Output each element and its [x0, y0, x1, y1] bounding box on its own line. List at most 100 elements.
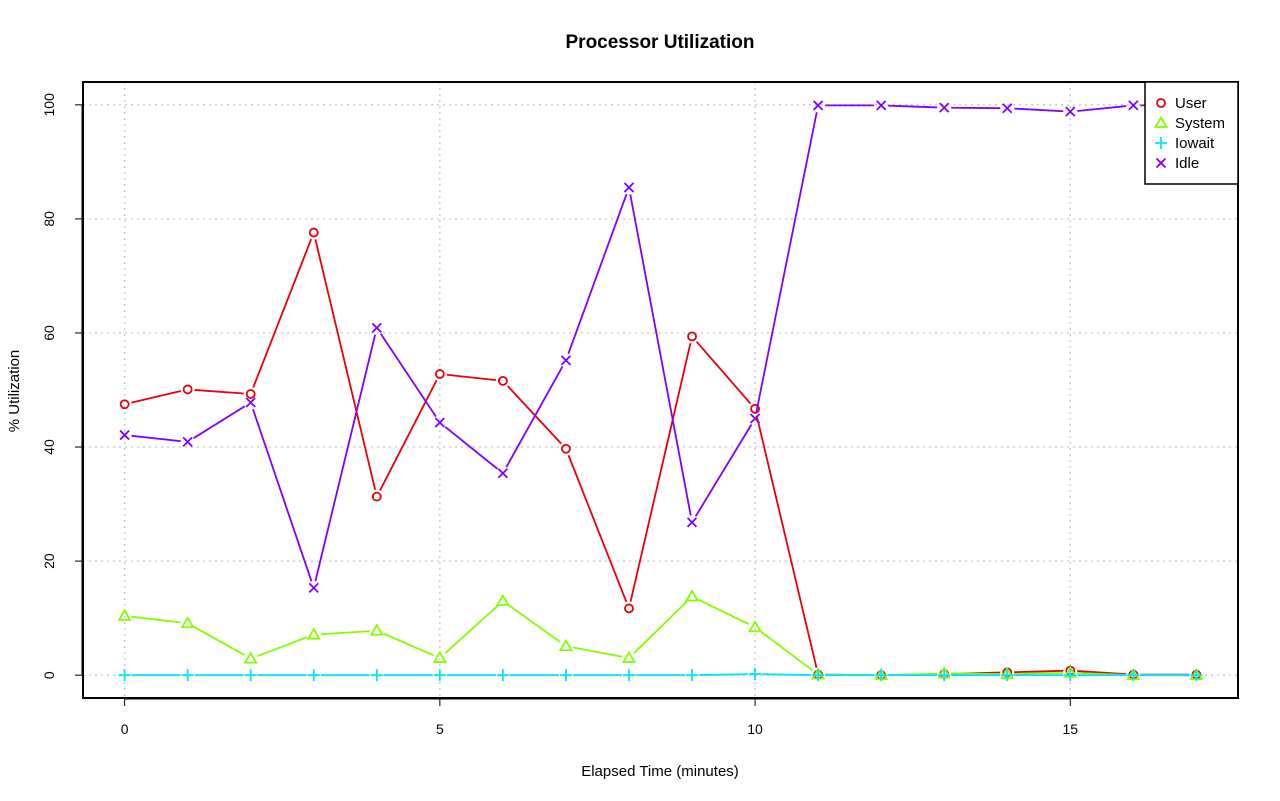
series-idle-point-9 [686, 517, 698, 528]
series-idle-point-8 [623, 182, 635, 193]
series-iowait-point-15 [1064, 669, 1077, 682]
series-idle-point-13 [939, 102, 950, 113]
series-system-point-1 [180, 615, 195, 629]
series-layer [117, 100, 1204, 682]
x-tick-label-15: 15 [1063, 721, 1079, 737]
series-system-point-4 [369, 623, 384, 636]
series-user-point-8 [624, 603, 634, 614]
series-user-segment [1077, 670, 1127, 676]
series-iowait-point-5 [433, 669, 446, 682]
series-user-point-9 [687, 331, 697, 342]
series-iowait-point-13 [938, 669, 951, 682]
series-idle [119, 100, 1202, 594]
series-user-segment [567, 454, 628, 603]
series-idle-point-15 [1065, 106, 1076, 117]
series-iowait-point-9 [686, 669, 699, 682]
legend-marker-user [1156, 98, 1166, 108]
series-user-point-4 [371, 491, 382, 502]
x-axis-label: Elapsed Time (minutes) [581, 763, 739, 780]
series-idle-segment [629, 194, 692, 516]
y-tick-label-60: 60 [41, 325, 57, 341]
series-user-point-10 [750, 403, 760, 414]
series-user-point-0 [119, 399, 130, 410]
series-idle-segment [1014, 107, 1064, 113]
series-system-point-8 [621, 650, 637, 663]
series-iowait-point-0 [118, 669, 131, 682]
series-idle-point-2 [245, 397, 256, 408]
series-idle-segment [444, 426, 498, 470]
series-system-segment [572, 646, 623, 658]
series-system-point-7 [558, 638, 573, 651]
legend-marker-idle [1155, 157, 1167, 169]
y-tick-label-40: 40 [41, 439, 57, 455]
series-system-point-9 [684, 589, 700, 602]
series-system-segment [193, 625, 246, 657]
grid-lines [83, 82, 1238, 698]
series-system-point-10 [748, 619, 763, 633]
series-user [119, 227, 1202, 681]
series-user-segment [131, 390, 182, 404]
series-idle-point-7 [560, 355, 572, 366]
series-system-segment [320, 630, 370, 636]
series-idle-point-16 [1128, 100, 1139, 111]
series-system [117, 589, 1204, 681]
series-system-point-2 [243, 651, 258, 664]
series-iowait-point-12 [875, 669, 888, 682]
series-iowait-segment [762, 673, 812, 676]
legend-label-idle: Idle [1175, 155, 1199, 172]
series-system-segment [1014, 672, 1064, 675]
series-idle-point-4 [371, 322, 382, 333]
series-user-segment [1014, 669, 1064, 674]
series-user-point-5 [434, 369, 445, 379]
series-user-segment [379, 379, 438, 491]
series-system-segment [697, 598, 750, 626]
series-iowait [118, 668, 1203, 682]
series-user-segment [755, 415, 818, 669]
series-system-point-6 [495, 593, 510, 606]
series-user-segment [194, 389, 244, 395]
series-iowait-point-1 [181, 669, 194, 682]
y-tick-label-20: 20 [41, 553, 57, 569]
series-idle-segment [314, 334, 377, 582]
y-tick-label-100: 100 [41, 93, 57, 117]
series-idle-point-1 [182, 436, 193, 448]
y-tick-label-80: 80 [41, 211, 57, 227]
series-iowait-point-11 [812, 669, 825, 682]
series-system-segment [444, 605, 499, 655]
series-idle-segment [505, 366, 564, 468]
legend-marker-iowait [1155, 137, 1167, 149]
series-user-segment [252, 238, 313, 388]
axes: 0 5 10 15 0 20 40 60 80 100 [41, 93, 1078, 737]
plot-frame [82, 81, 1239, 699]
series-iowait-point-7 [559, 669, 572, 682]
series-user-point-1 [182, 384, 193, 395]
series-user-segment [506, 385, 562, 445]
legend: User System Iowait Idle [1144, 81, 1239, 185]
series-user-point-6 [497, 375, 508, 386]
series-user-point-3 [308, 227, 319, 238]
series-system-segment [382, 632, 434, 657]
series-user-segment [314, 239, 377, 491]
series-iowait-point-10 [749, 668, 762, 681]
series-idle-segment [1077, 105, 1127, 112]
series-idle-segment [567, 193, 628, 355]
legend-label-user: User [1175, 95, 1207, 112]
legend-marker-system [1153, 115, 1169, 128]
series-idle-segment [379, 333, 437, 418]
series-idle-segment [755, 112, 818, 412]
series-idle-segment [131, 434, 181, 443]
series-iowait-point-16 [1127, 669, 1140, 682]
series-user-segment [446, 373, 497, 382]
series-system-point-3 [306, 627, 321, 640]
x-tick-label-5: 5 [436, 721, 444, 737]
series-iowait-point-3 [307, 669, 320, 682]
series-idle-point-6 [497, 468, 509, 479]
y-axis-label: % Utilization [6, 350, 23, 433]
series-idle-point-3 [308, 582, 319, 594]
series-system-segment [508, 604, 561, 643]
x-tick-label-10: 10 [747, 721, 763, 737]
series-idle-point-10 [749, 413, 761, 424]
series-idle-segment [193, 405, 246, 439]
series-system-point-0 [117, 608, 132, 621]
